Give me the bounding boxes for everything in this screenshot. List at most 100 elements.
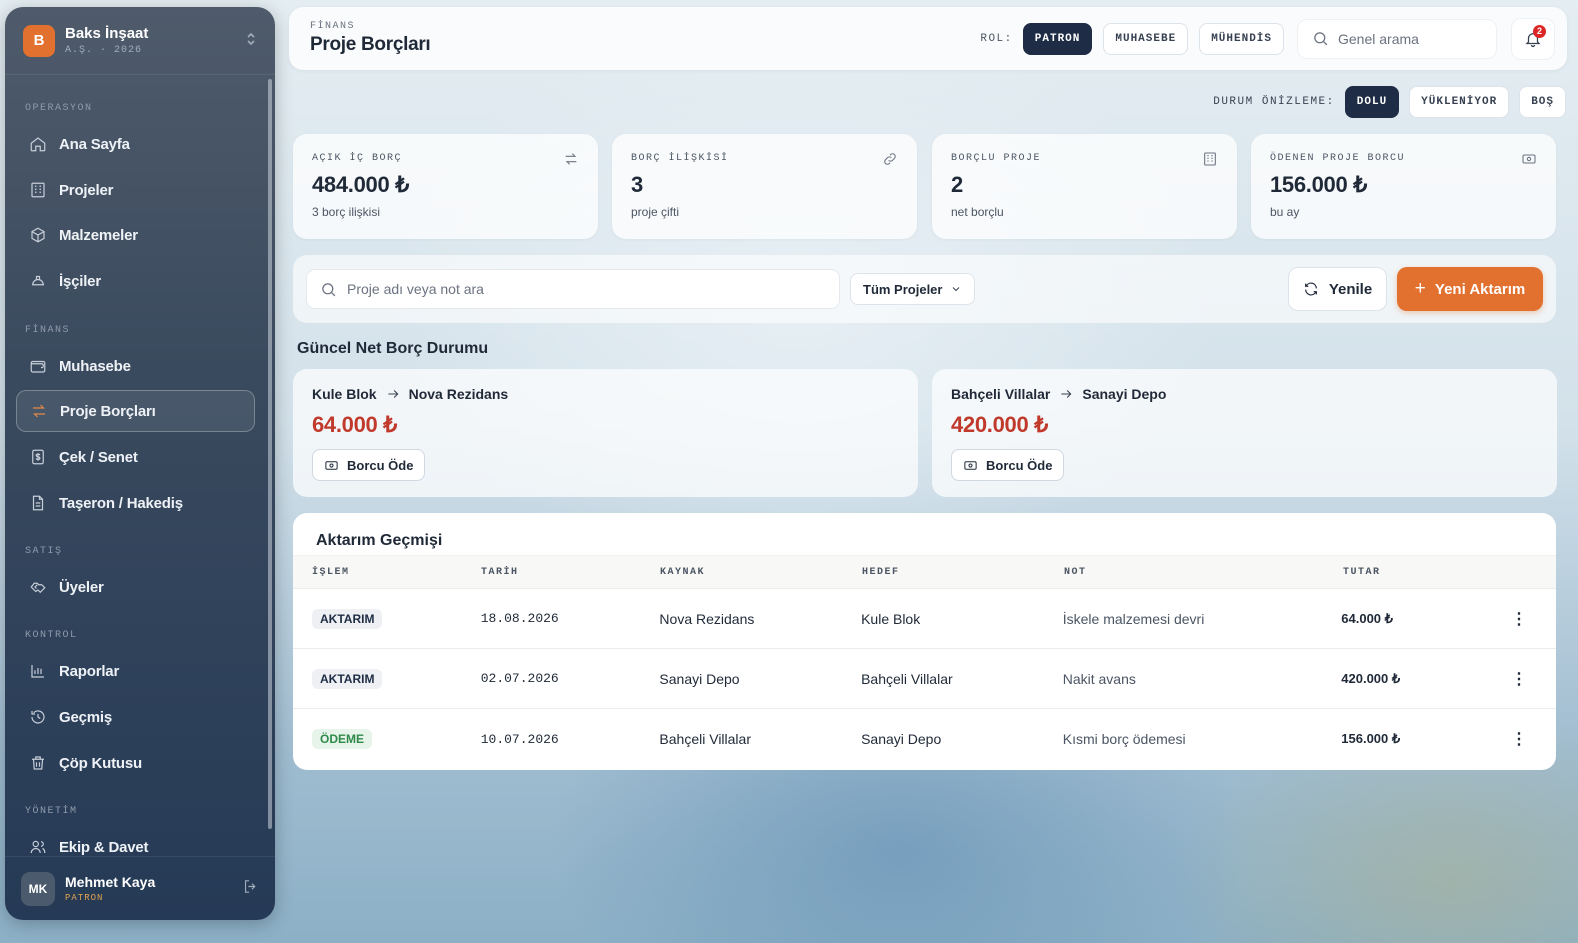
refresh-button[interactable]: Yenile [1288, 267, 1387, 311]
stat-subtext: net borçlu [951, 205, 1004, 219]
role-muhendis-button[interactable]: MÜHENDİS [1199, 22, 1284, 55]
pay-debt-button[interactable]: Borcu Öde [312, 449, 426, 481]
row-amount: 156.000 ₺ [1341, 731, 1401, 746]
document-icon [32, 495, 44, 511]
sidebar-item-cek-senet[interactable]: Çek / Senet [16, 436, 255, 478]
home-icon [30, 137, 46, 152]
pay-debt-label: Borcu Öde [986, 457, 1053, 473]
state-preview: DURUM ÖNİZLEME: DOLU YÜKLENİYOR BOŞ [1213, 86, 1566, 118]
plus-icon: + [1414, 278, 1426, 299]
column-header[interactable]: TUTAR [1343, 566, 1381, 578]
refresh-label: Yenile [1328, 280, 1373, 298]
logout-icon[interactable] [242, 878, 259, 900]
handshake-icon [30, 582, 46, 594]
row-amount: 64.000 ₺ [1341, 610, 1393, 626]
more-vertical-icon[interactable]: ⋮ [1510, 670, 1527, 688]
row-note: Nakit avans [1062, 670, 1136, 687]
column-header[interactable]: KAYNAK [660, 566, 706, 578]
row-amount: 420.000 ₺ [1341, 670, 1401, 686]
sidebar-item-label: Üyeler [59, 578, 104, 596]
arrow-right-icon [387, 390, 398, 398]
sidebar-item-label: Muhasebe [59, 357, 131, 375]
stat-label: ÖDENEN PROJE BORCU [1270, 153, 1406, 164]
notifications-button[interactable]: 2 [1511, 17, 1555, 60]
sidebar-item-label: Proje Borçları [60, 402, 156, 420]
sidebar-item-uyeler[interactable]: Üyeler [16, 566, 255, 608]
project-search[interactable] [306, 269, 840, 309]
notification-badge: 2 [1533, 24, 1546, 38]
sidebar-item-ekip-davet[interactable]: Ekip & Davet [16, 826, 255, 856]
project-search-input[interactable] [347, 281, 787, 297]
sidebar-item-label: Çek / Senet [59, 448, 138, 466]
column-header[interactable]: NOT [1064, 566, 1087, 578]
sidebar-item-muhasebe[interactable]: Muhasebe [16, 345, 255, 387]
chevron-updown-icon[interactable] [245, 32, 257, 49]
page-eyebrow: FİNANS [310, 21, 356, 32]
nav-section-title: OPERASYON [25, 103, 93, 114]
global-search-input[interactable] [1338, 30, 1478, 47]
more-vertical-icon[interactable]: ⋮ [1510, 610, 1527, 628]
table-row[interactable]: AKTARIM 02.07.2026 Sanayi Depo Bahçeli V… [293, 649, 1556, 709]
sidebar-item-label: Çöp Kutusu [59, 754, 142, 772]
more-vertical-icon[interactable]: ⋮ [1510, 731, 1527, 748]
stat-subtext: 3 borç ilişkisi [312, 205, 381, 219]
nav-section-title: SATIŞ [25, 546, 63, 557]
net-debt-title: Güncel Net Borç Durumu [297, 340, 489, 357]
cash-icon [964, 460, 977, 470]
transfer-icon [33, 404, 45, 418]
cheque-icon [32, 449, 44, 465]
new-transfer-button[interactable]: + Yeni Aktarım [1397, 267, 1543, 311]
role-label: ROL: [980, 32, 1013, 45]
sidebar-item-malzemeler[interactable]: Malzemeler [16, 214, 255, 256]
row-target: Sanayi Depo [861, 731, 942, 747]
global-search[interactable] [1297, 18, 1497, 59]
filter-toolbar: Tüm Projeler Yenile + Yeni Aktarım [293, 255, 1556, 323]
brand-header[interactable]: B Baks İnşaat A.Ş. · 2026 [5, 7, 275, 75]
role-muhasebe-button[interactable]: MUHASEBE [1103, 22, 1189, 55]
stat-value: 2 [951, 172, 963, 197]
sidebar-scrollbar[interactable] [268, 79, 272, 829]
table-row[interactable]: AKTARIM 18.08.2026 Nova Rezidans Kule Bl… [293, 589, 1556, 649]
preview-full-button[interactable]: DOLU [1344, 86, 1400, 118]
preview-loading-button[interactable]: YÜKLENİYOR [1409, 86, 1510, 118]
stat-label: BORÇ İLİŞKİSİ [631, 153, 729, 164]
building-icon [31, 182, 45, 198]
user-profile[interactable]: MK Mehmet Kaya PATRON [5, 856, 275, 920]
sidebar-item-gecmis[interactable]: Geçmiş [16, 696, 255, 738]
stat-label: BORÇLU PROJE [951, 153, 1042, 164]
table-row[interactable]: ÖDEME 10.07.2026 Bahçeli Villalar Sanayi… [293, 709, 1556, 769]
sidebar-item-raporlar[interactable]: Raporlar [16, 650, 255, 692]
pay-debt-button[interactable]: Borcu Öde [951, 449, 1065, 481]
hardhat-icon [32, 275, 44, 286]
type-badge: AKTARIM [312, 668, 383, 689]
wallet-icon [30, 360, 46, 373]
sidebar-item-taseron-hakedis[interactable]: Taşeron / Hakediş [16, 482, 255, 524]
row-target: Kule Blok [861, 610, 921, 627]
sidebar-item-cop-kutusu[interactable]: Çöp Kutusu [16, 742, 255, 784]
sidebar-item-isciler[interactable]: İşçiler [16, 260, 255, 302]
trash-icon [32, 756, 44, 770]
debt-from: Bahçeli Villalar [951, 386, 1051, 402]
sidebar-item-label: Malzemeler [59, 226, 138, 244]
new-transfer-label: Yeni Aktarım [1434, 280, 1526, 298]
sidebar-item-proje-borclari[interactable]: Proje Borçları [16, 390, 255, 432]
sidebar-item-projeler[interactable]: Projeler [16, 169, 255, 211]
preview-empty-button[interactable]: BOŞ [1519, 86, 1566, 118]
sidebar-item-ana-sayfa[interactable]: Ana Sayfa [16, 123, 255, 165]
column-header[interactable]: HEDEF [862, 566, 900, 578]
debt-amount: 420.000 ₺ [951, 412, 1048, 437]
cash-icon [325, 460, 338, 470]
refresh-icon [1304, 282, 1317, 296]
column-header[interactable]: İŞLEM [312, 566, 350, 578]
nav-section-title: YÖNETİM [25, 806, 78, 817]
building-icon [1204, 152, 1216, 166]
sidebar-nav: OPERASYON Ana Sayfa Projeler Malzemeler … [5, 77, 275, 856]
arrow-right-icon [1061, 390, 1072, 398]
stat-card-paid-debt: ÖDENEN PROJE BORCU 156.000 ₺ bu ay [1251, 134, 1556, 239]
row-date: 10.07.2026 [480, 731, 559, 747]
sidebar-item-label: Geçmiş [59, 708, 112, 726]
column-header[interactable]: TARİH [481, 566, 519, 578]
brand-logo: B [23, 24, 55, 57]
role-patron-button[interactable]: PATRON [1022, 22, 1093, 55]
project-filter-select[interactable]: Tüm Projeler [850, 273, 976, 305]
